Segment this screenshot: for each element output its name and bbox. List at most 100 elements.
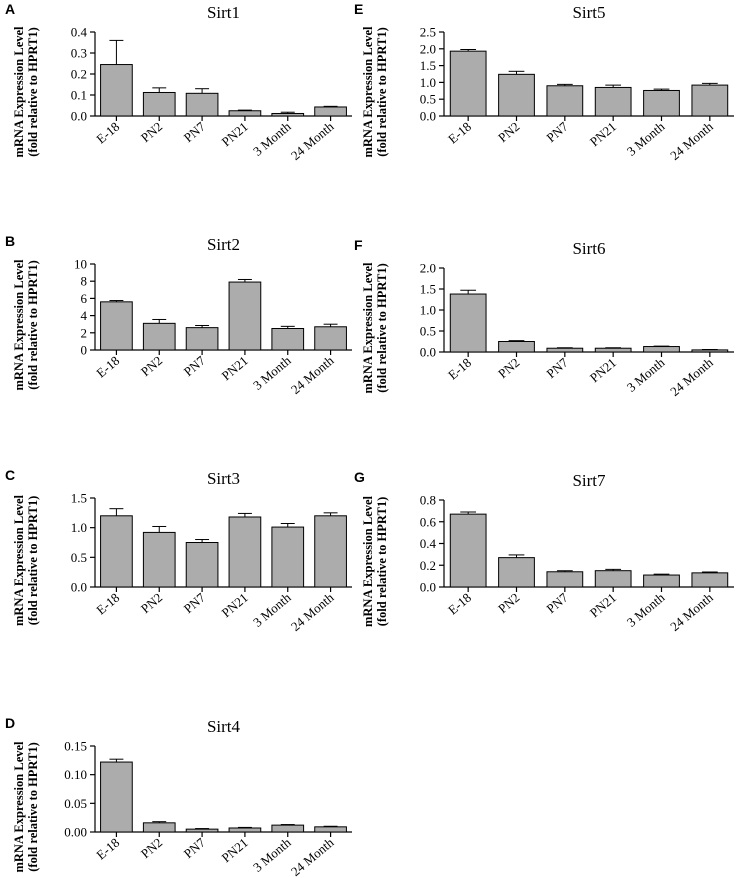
- bar-a-5: [314, 106, 347, 117]
- x-tick-label: E-18: [445, 355, 474, 383]
- y-axis-label: mRNA Expression Level: [12, 259, 26, 391]
- x-tick-label: 3 Month: [250, 589, 294, 629]
- x-tick-label: 3 Month: [624, 354, 668, 394]
- bar-c-0: [100, 515, 133, 588]
- bar-c-4: [271, 526, 305, 588]
- bar-c-3: [228, 516, 262, 588]
- y-tick-label: 0.0: [420, 580, 436, 595]
- y-tick-label: 2.0: [420, 41, 436, 56]
- y-tick-label: 2.5: [420, 25, 436, 40]
- y-tick-label: 0.2: [420, 558, 436, 573]
- bar-f-2: [546, 347, 584, 353]
- bar-e-2: [546, 85, 584, 117]
- bar-d-3: [228, 827, 262, 833]
- y-tick-label: 0.10: [64, 767, 87, 782]
- y-tick-label: 0.05: [64, 796, 87, 811]
- bar-g-1: [498, 557, 535, 588]
- bar-a-2: [185, 92, 219, 117]
- y-tick-label: 1.0: [420, 75, 436, 90]
- x-tick-label: E-18: [445, 590, 474, 618]
- bar-g-5: [691, 572, 729, 588]
- bar-g-2: [546, 571, 584, 588]
- y-tick-label: 0.6: [420, 514, 437, 529]
- panel-title: Sirt6: [572, 239, 605, 258]
- y-tick-label: 0.15: [64, 739, 87, 754]
- panel-a: A Sirt1 mRNA Expression Level (fold relativ…: [5, 1, 352, 163]
- y-axis-label-sub: (fold relative to HPRT1): [375, 27, 389, 157]
- x-tick-label: PN7: [543, 354, 571, 381]
- bar-g-4: [643, 574, 680, 588]
- x-tick-label: PN21: [587, 590, 619, 621]
- x-tick-label: 24 Month: [667, 589, 716, 634]
- bar-d-5: [314, 826, 347, 833]
- y-tick-label: 4: [81, 308, 88, 323]
- bar-b-2: [185, 327, 219, 351]
- y-axis-label-sub: (fold relative to HPRT1): [26, 496, 40, 626]
- x-tick-label: PN7: [181, 834, 209, 861]
- y-tick-label: 1.5: [420, 282, 436, 297]
- y-tick-label: 0.1: [71, 88, 87, 103]
- y-tick-label: 0.5: [420, 92, 436, 107]
- panel-e: E Sirt5 mRNA Expression Level (fold relativ…: [354, 1, 734, 163]
- bar-f-0: [449, 293, 487, 353]
- bar-b-4: [271, 328, 305, 351]
- x-tick-label: PN7: [543, 118, 571, 145]
- x-tick-label: PN2: [138, 353, 165, 379]
- bar-f-3: [594, 347, 632, 353]
- y-tick-label: 6: [81, 291, 88, 306]
- x-tick-label: E-18: [445, 119, 474, 147]
- x-tick-label: PN2: [138, 119, 165, 145]
- x-tick-label: PN7: [181, 352, 209, 379]
- x-tick-label: E-18: [93, 353, 122, 381]
- bar-f-4: [643, 346, 680, 353]
- y-tick-label: 0.0: [71, 580, 87, 595]
- y-tick-label: 0.3: [71, 46, 87, 61]
- x-tick-label: 3 Month: [624, 589, 668, 629]
- panel-letter: A: [5, 1, 15, 17]
- panel-letter: G: [354, 469, 365, 485]
- panel-title: Sirt7: [572, 471, 606, 490]
- panel-letter: F: [354, 237, 363, 253]
- bar-f-1: [498, 341, 535, 353]
- y-tick-label: 0: [81, 343, 88, 358]
- panel-letter: C: [5, 467, 15, 483]
- y-tick-label: 0.4: [71, 25, 88, 40]
- y-tick-label: 2.0: [420, 261, 436, 276]
- bar-a-4: [271, 112, 305, 117]
- panel-title: Sirt3: [207, 469, 240, 488]
- y-tick-label: 1.5: [71, 491, 87, 506]
- x-tick-label: PN21: [587, 355, 619, 386]
- x-tick-label: 24 Month: [667, 354, 716, 399]
- y-tick-label: 0.5: [71, 550, 87, 565]
- x-tick-label: 3 Month: [250, 118, 294, 158]
- y-axis-label: mRNA Expression Level: [361, 26, 375, 158]
- x-tick-label: 24 Month: [288, 834, 337, 878]
- bar-b-1: [142, 322, 176, 351]
- x-tick-label: PN21: [219, 590, 251, 621]
- y-tick-label: 8: [81, 274, 88, 289]
- x-tick-label: PN7: [181, 118, 209, 145]
- bar-e-1: [498, 73, 535, 117]
- panel-f: F Sirt6 mRNA Expression Level (fold relativ…: [354, 237, 734, 399]
- bar-c-1: [142, 531, 176, 588]
- y-axis-label-sub: (fold relative to HPRT1): [375, 263, 389, 393]
- y-tick-label: 0.0: [71, 109, 87, 124]
- bar-a-3: [228, 110, 262, 117]
- panel-title: Sirt4: [207, 717, 241, 736]
- panel-d: D Sirt4 mRNA Expression Level (fold relativ…: [5, 715, 352, 878]
- panel-title: Sirt5: [572, 3, 605, 22]
- panel-g: G Sirt7 mRNA Expression Level (fold relativ…: [354, 469, 734, 634]
- x-tick-label: 24 Month: [288, 589, 337, 634]
- bar-b-3: [228, 281, 262, 351]
- bar-d-1: [142, 822, 176, 833]
- y-axis-label-sub: (fold relative to HPRT1): [375, 497, 389, 627]
- y-tick-label: 0.0: [420, 109, 436, 124]
- bar-b-5: [314, 326, 347, 351]
- x-tick-label: 24 Month: [288, 118, 337, 163]
- bar-d-0: [100, 761, 133, 833]
- x-tick-label: PN21: [587, 119, 619, 150]
- y-tick-label: 0.00: [64, 825, 87, 840]
- y-tick-label: 0.0: [420, 345, 436, 360]
- y-tick-label: 1.0: [71, 520, 87, 535]
